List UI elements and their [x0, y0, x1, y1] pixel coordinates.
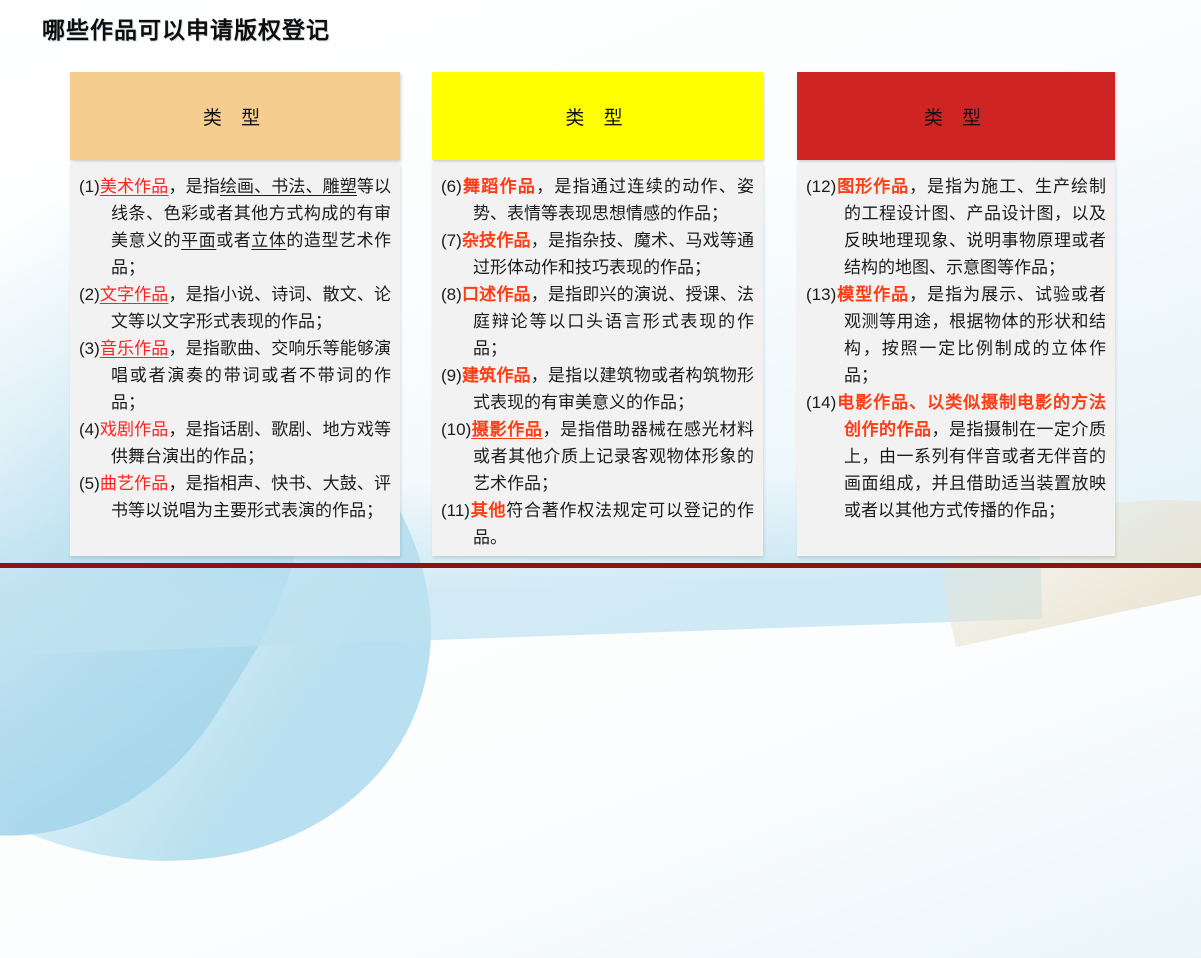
text-segment: (9)	[441, 366, 462, 385]
text-segment: 其他	[469, 501, 507, 520]
type-card-1-header: 类 型	[70, 72, 400, 160]
text-segment: 立体	[251, 231, 287, 250]
text-segment: 图形作品	[836, 177, 910, 196]
text-segment: ，是指话剧、歌剧、地方戏等供舞台演出的作品；	[111, 420, 392, 466]
text-segment: (2)	[79, 285, 100, 304]
text-segment: ，是指小说、诗词、散文、论文等以文字形式表现的作品；	[111, 285, 392, 331]
bottom-accent-bar	[0, 563, 1201, 568]
text-segment: 摄影作品	[471, 420, 543, 439]
list-item: (10)摄影作品，是指借助器械在感光材料或者其他介质上记录客观物体形象的艺术作品…	[441, 416, 754, 497]
type-card-3-body: (12)图形作品，是指为施工、生产绘制的工程设计图、产品设计图，以及反映地理现象…	[797, 163, 1115, 556]
text-segment: ，是指为展示、试验或者观测等用途，根据物体的形状和结构，按照一定比例制成的立体作…	[844, 285, 1106, 385]
text-segment: ，是指为施工、生产绘制的工程设计图、产品设计图，以及反映地理现象、说明事物原理或…	[844, 177, 1106, 277]
list-item: (7)杂技作品，是指杂技、魔术、马戏等通过形体动作和技巧表现的作品；	[441, 227, 754, 281]
text-segment: ，是指借助器械在感光材料或者其他介质上记录客观物体形象的艺术作品；	[473, 420, 755, 493]
text-segment: (6)	[441, 177, 462, 196]
list-item: (3)音乐作品，是指歌曲、交响乐等能够演唱或者演奏的带词或者不带词的作品；	[79, 335, 391, 416]
page-title: 哪些作品可以申请版权登记	[42, 17, 330, 43]
type-card-1: 类 型 (1)美术作品，是指绘画、书法、雕塑等以线条、色彩或者其他方式构成的有审…	[70, 72, 400, 556]
type-card-1-body: (1)美术作品，是指绘画、书法、雕塑等以线条、色彩或者其他方式构成的有审美意义的…	[70, 163, 400, 556]
text-segment: (14)	[806, 393, 837, 412]
text-segment: (12)	[806, 177, 837, 196]
text-segment: (8)	[441, 285, 462, 304]
text-segment: 的造型艺术作品；	[111, 231, 392, 277]
text-segment: (13)	[806, 285, 837, 304]
type-card-2-header: 类 型	[432, 72, 763, 160]
text-segment: 等以线条、色彩或者其他方式构成的有审美意义的	[111, 177, 392, 250]
list-item: (1)美术作品，是指绘画、书法、雕塑等以线条、色彩或者其他方式构成的有审美意义的…	[79, 173, 391, 281]
text-segment: 口述作品	[461, 285, 531, 304]
text-segment: ，是指杂技、魔术、马戏等通过形体动作和技巧表现的作品；	[473, 231, 755, 277]
text-segment: (5)	[79, 474, 100, 493]
list-item: (12)图形作品，是指为施工、生产绘制的工程设计图、产品设计图，以及反映地理现象…	[806, 173, 1106, 281]
list-item: (5)曲艺作品，是指相声、快书、大鼓、评书等以说唱为主要形式表演的作品；	[79, 470, 391, 524]
list-item: (6)舞蹈作品，是指通过连续的动作、姿势、表情等表现思想情感的作品；	[441, 173, 754, 227]
list-item: (9)建筑作品，是指以建筑物或者构筑物形式表现的有审美意义的作品；	[441, 362, 754, 416]
text-segment: (7)	[441, 231, 462, 250]
text-segment: ，是指摄制在一定介质上，由一系列有伴音或者无伴音的画面组成，并且借助适当装置放映…	[844, 420, 1106, 520]
text-segment: (10)	[441, 420, 472, 439]
text-segment: (3)	[79, 339, 100, 358]
text-segment: 模型作品	[836, 285, 910, 304]
list-item: (11)其他符合著作权法规定可以登记的作品。	[441, 497, 754, 551]
text-segment: 建筑作品	[461, 366, 531, 385]
list-item: (2)文字作品，是指小说、诗词、散文、论文等以文字形式表现的作品；	[79, 281, 391, 335]
text-segment: ，是指以建筑物或者构筑物形式表现的有审美意义的作品；	[473, 366, 755, 412]
text-segment: 舞蹈作品	[461, 177, 537, 196]
list-item: (4)戏剧作品，是指话剧、歌剧、地方戏等供舞台演出的作品；	[79, 416, 391, 470]
text-segment: ，是指相声、快书、大鼓、评书等以说唱为主要形式表演的作品；	[111, 474, 392, 520]
text-segment: 平面	[181, 231, 217, 250]
text-segment: 文字作品	[99, 285, 169, 304]
text-segment: 曲艺作品	[99, 474, 169, 493]
text-segment: 音乐作品	[99, 339, 169, 358]
list-item: (14)电影作品、以类似摄制电影的方法创作的作品，是指摄制在一定介质上，由一系列…	[806, 389, 1106, 524]
text-segment: ，是指通过连续的动作、姿势、表情等表现思想情感的作品；	[473, 177, 755, 223]
text-segment: 戏剧作品	[99, 420, 169, 439]
text-segment: (4)	[79, 420, 100, 439]
type-card-3: 类 型 (12)图形作品，是指为施工、生产绘制的工程设计图、产品设计图，以及反映…	[797, 72, 1115, 556]
text-segment: ，是指歌曲、交响乐等能够演唱或者演奏的带词或者不带词的作品；	[111, 339, 392, 412]
text-segment: ，是指即兴的演说、授课、法庭辩论等以口头语言形式表现的作品；	[473, 285, 755, 358]
text-segment: (11)	[441, 501, 470, 520]
text-segment: 绘画、书法、雕塑	[219, 177, 357, 196]
text-segment: ，是指	[168, 177, 220, 196]
text-segment: 或者	[216, 231, 252, 250]
type-card-2-body: (6)舞蹈作品，是指通过连续的动作、姿势、表情等表现思想情感的作品； (7)杂技作…	[432, 163, 763, 556]
text-segment: 电影作品、以类似摄制电影的方法创作的作品	[836, 393, 1106, 439]
list-item: (13)模型作品，是指为展示、试验或者观测等用途，根据物体的形状和结构，按照一定…	[806, 281, 1106, 389]
text-segment: 符合著作权法规定可以登记的作品。	[473, 501, 755, 547]
list-item: (8)口述作品，是指即兴的演说、授课、法庭辩论等以口头语言形式表现的作品；	[441, 281, 754, 362]
type-card-2: 类 型 (6)舞蹈作品，是指通过连续的动作、姿势、表情等表现思想情感的作品； (7…	[432, 72, 763, 556]
text-segment: (1)	[79, 177, 100, 196]
text-segment: 杂技作品	[461, 231, 531, 250]
type-card-3-header: 类 型	[797, 72, 1115, 160]
text-segment: 美术作品	[99, 177, 169, 196]
